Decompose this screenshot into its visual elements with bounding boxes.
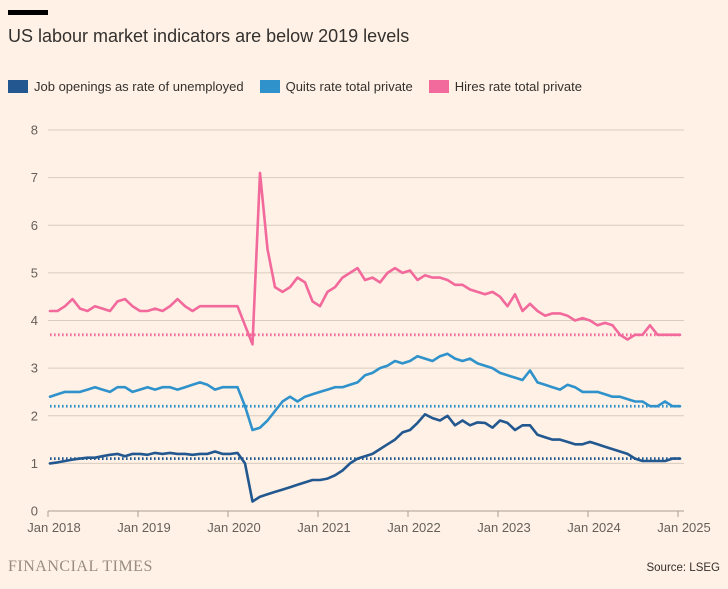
y-tick-label-3: 3 [31,361,38,376]
ft-black-bar [8,10,48,15]
y-tick-label-8: 8 [31,123,38,138]
series-line-job-openings [48,412,682,503]
x-tick-label-jan-2023: Jan 2023 [477,520,531,535]
y-tick-label-2: 2 [31,408,38,423]
ft-logo: FINANCIAL TIMES [8,558,153,575]
y-tick-label-4: 4 [31,313,38,328]
series-line-hires-rate [48,171,682,346]
y-tick-label-1: 1 [31,456,38,471]
y-tick-label-6: 6 [31,218,38,233]
legend-swatch-hires-rate-icon [428,80,449,93]
legend: Job openings as rate of unemployed Quits… [8,79,582,94]
legend-label-job-openings: Job openings as rate of unemployed [34,79,244,94]
series-line-quits-rate [48,352,682,432]
footer: FINANCIAL TIMES Source: LSEG [8,558,720,576]
x-tick-label-jan-2018: Jan 2018 [27,520,81,535]
source-label: Source: LSEG [646,562,720,574]
legend-label-quits-rate: Quits rate total private [285,79,413,94]
legend-swatch-job-openings-icon [8,80,28,93]
legend-swatch-quits-rate-icon [259,80,280,93]
x-tick-label-jan-2025: Jan 2025 [657,520,711,535]
x-tick-label-jan-2019: Jan 2019 [117,520,171,535]
chart-title: US labour market indicators are below 20… [8,26,410,46]
y-tick-label-5: 5 [31,265,38,280]
x-tick-label-jan-2020: Jan 2020 [207,520,261,535]
legend-item-hires-rate: Hires rate total private [428,79,582,94]
x-tick-label-jan-2022: Jan 2022 [387,520,441,535]
x-tick-label-jan-2021: Jan 2021 [297,520,351,535]
legend-item-quits-rate: Quits rate total private [259,79,413,94]
legend-label-hires-rate: Hires rate total private [454,79,582,94]
legend-item-job-openings: Job openings as rate of unemployed [8,79,244,94]
y-tick-label-0: 0 [31,504,38,519]
y-tick-label-7: 7 [31,170,38,185]
x-tick-label-jan-2024: Jan 2024 [567,520,621,535]
